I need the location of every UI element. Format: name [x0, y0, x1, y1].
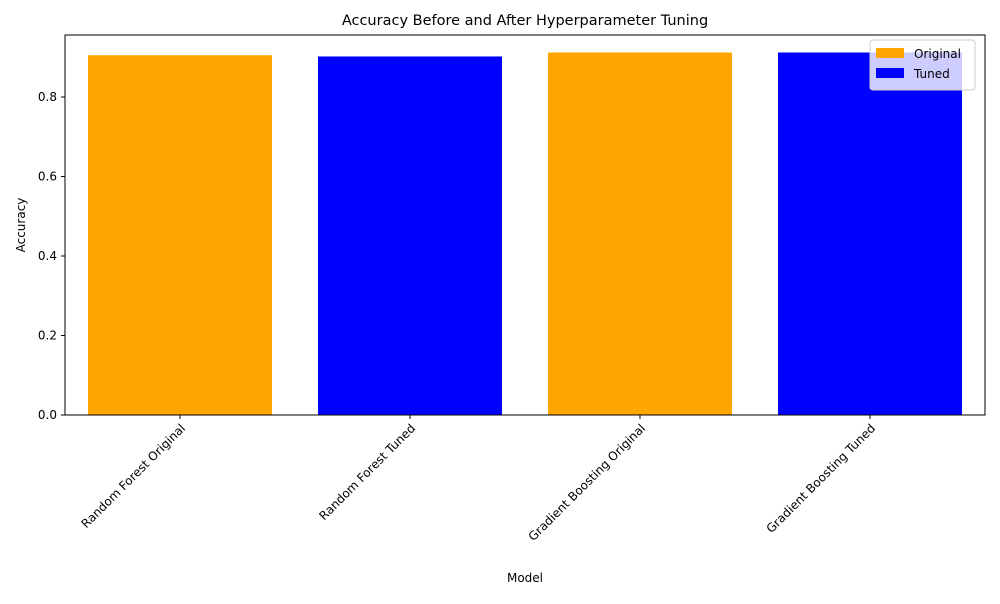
y-axis: 0.0 0.2 0.4 0.6 0.8: [38, 90, 65, 422]
x-tick-label: Random Forest Tuned: [316, 421, 418, 523]
legend: Original Tuned: [869, 39, 976, 91]
legend-swatch-original: [876, 48, 904, 58]
legend-label-original: Original: [914, 47, 961, 61]
bar-random-forest-tuned: [318, 56, 502, 416]
x-tick-label: Gradient Boosting Tuned: [764, 421, 879, 536]
bar-random-forest-original: [88, 55, 272, 416]
bars-group: [88, 52, 962, 416]
y-axis-label: Accuracy: [14, 198, 28, 253]
y-tick-label: 0.0: [38, 408, 57, 422]
x-axis-label: Model: [507, 571, 543, 585]
bar-gradient-boosting-tuned: [778, 52, 962, 416]
y-tick-label: 0.8: [38, 90, 57, 104]
x-axis: Random Forest Original Random Forest Tune…: [78, 415, 878, 544]
legend-label-tuned: Tuned: [913, 67, 950, 81]
x-tick-label: Random Forest Original: [78, 421, 188, 531]
x-tick-label: Gradient Boosting Original: [526, 421, 649, 544]
legend-swatch-tuned: [876, 68, 904, 78]
y-tick-label: 0.2: [38, 329, 57, 343]
y-tick-label: 0.4: [38, 249, 57, 263]
y-tick-label: 0.6: [38, 170, 57, 184]
chart-title: Accuracy Before and After Hyperparameter…: [342, 13, 708, 29]
plot-frame: [64, 34, 986, 416]
bar-gradient-boosting-original: [548, 52, 732, 416]
